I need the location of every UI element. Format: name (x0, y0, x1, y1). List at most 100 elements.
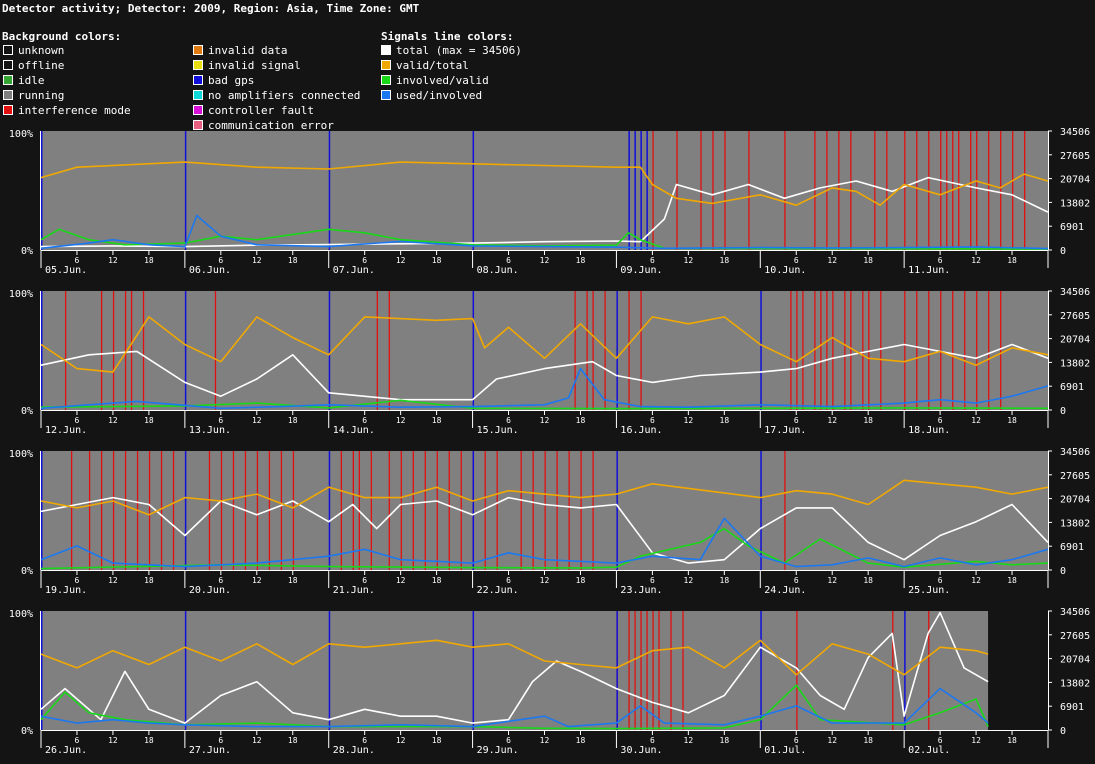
y-left-label-max: 100% (9, 129, 33, 140)
hour-label: 12 (252, 576, 262, 585)
interference-mark (820, 291, 822, 410)
hour-label: 18 (288, 256, 298, 265)
legend-signals-heading: Signals line colors: (381, 30, 514, 43)
legend-item: used/involved (381, 89, 482, 103)
hour-label: 6 (362, 256, 367, 265)
hour-label: 6 (938, 576, 943, 585)
hour-label: 18 (1007, 576, 1017, 585)
series-line-used-involved (40, 214, 1049, 250)
interference-mark (784, 451, 786, 570)
interference-mark (172, 451, 175, 570)
hour-label: 6 (75, 736, 80, 745)
y-left-label-min: 0% (21, 566, 33, 577)
hour-label: 18 (863, 256, 873, 265)
day-label: 19.Jun. (45, 585, 87, 596)
hour-label: 6 (938, 416, 943, 425)
y-left-label-min: 0% (21, 406, 33, 417)
interference-mark (916, 291, 918, 410)
y-right-tick-label: 34506 (1060, 447, 1090, 458)
hour-label: 6 (938, 256, 943, 265)
y-right-tick-label: 0 (1060, 726, 1066, 737)
interference-mark (628, 291, 630, 410)
hour-label: 18 (432, 736, 442, 745)
hour-label: 18 (144, 256, 154, 265)
interference-mark (124, 291, 127, 410)
legend-item: invalid data (193, 44, 287, 58)
interference-mark (112, 451, 115, 570)
hour-label: 6 (938, 736, 943, 745)
hour-label: 12 (971, 736, 981, 745)
hour-label: 12 (108, 416, 118, 425)
hour-label: 6 (650, 736, 655, 745)
hour-label: 6 (218, 416, 223, 425)
bad-gps-mark (760, 611, 762, 730)
interference-mark (892, 611, 894, 730)
y-right-tick-label: 20704 (1060, 335, 1090, 346)
hour-label: 12 (827, 416, 837, 425)
hour-label: 12 (827, 256, 837, 265)
interference-mark (652, 611, 654, 730)
interference-mark (940, 291, 942, 410)
hour-label: 18 (863, 416, 873, 425)
hour-label: 12 (540, 576, 550, 585)
hour-label: 18 (288, 736, 298, 745)
bad-gps-mark (184, 131, 187, 250)
bad-gps-mark (41, 131, 43, 250)
day-label: 02.Jul. (908, 745, 950, 756)
series-line-valid-total (40, 316, 1049, 373)
y-right-tick-label: 20704 (1060, 655, 1090, 666)
hour-label: 12 (684, 256, 694, 265)
legend-label: interference mode (18, 104, 131, 117)
day-label: 17.Jun. (764, 425, 806, 436)
bad-gps-mark (328, 451, 331, 570)
hour-label: 6 (218, 256, 223, 265)
interference-mark (604, 291, 606, 410)
day-label: 09.Jun. (620, 265, 662, 276)
interference-mark (916, 131, 918, 250)
series-line-involved-valid (40, 684, 989, 730)
bad-gps-mark (328, 131, 331, 250)
bad-gps-mark (328, 611, 331, 730)
day-label: 21.Jun. (333, 585, 375, 596)
interference-mark (814, 131, 816, 250)
hour-label: 6 (794, 736, 799, 745)
y-right-tick-label: 27605 (1060, 151, 1090, 162)
day-label: 25.Jun. (908, 585, 950, 596)
hour-label: 6 (75, 256, 80, 265)
bad-gps-mark (640, 131, 642, 250)
interference-mark (928, 131, 930, 250)
y-right-tick-label: 27605 (1060, 311, 1090, 322)
series-line-valid-total (40, 479, 1049, 516)
hour-label: 12 (684, 736, 694, 745)
interference-mark (496, 451, 498, 570)
interference-mark (568, 451, 570, 570)
interference-mark (964, 291, 966, 410)
running-background (41, 611, 989, 730)
interference-mark (676, 131, 678, 250)
interference-mark (358, 451, 360, 570)
interference-mark (868, 291, 870, 410)
legend-label: unknown (18, 44, 65, 57)
bad-gps-mark (184, 451, 187, 570)
interference-mark (844, 291, 846, 410)
legend-label: offline (18, 59, 65, 72)
interference-mark (574, 291, 576, 410)
interference-mark (340, 451, 343, 570)
interference-mark (838, 131, 840, 250)
hour-label: 12 (396, 416, 406, 425)
bad-gps-mark (472, 131, 475, 250)
interference-mark (826, 131, 828, 250)
y-right-tick-label: 20704 (1060, 175, 1090, 186)
hour-label: 12 (540, 416, 550, 425)
legend-item: controller fault (193, 104, 314, 118)
legend-item: invalid signal (193, 59, 301, 73)
hour-label: 12 (108, 256, 118, 265)
interference-mark (700, 131, 702, 250)
interference-mark (946, 131, 948, 250)
legend-label: controller fault (208, 104, 314, 117)
interference-mark (124, 451, 127, 570)
hour-label: 18 (576, 576, 586, 585)
